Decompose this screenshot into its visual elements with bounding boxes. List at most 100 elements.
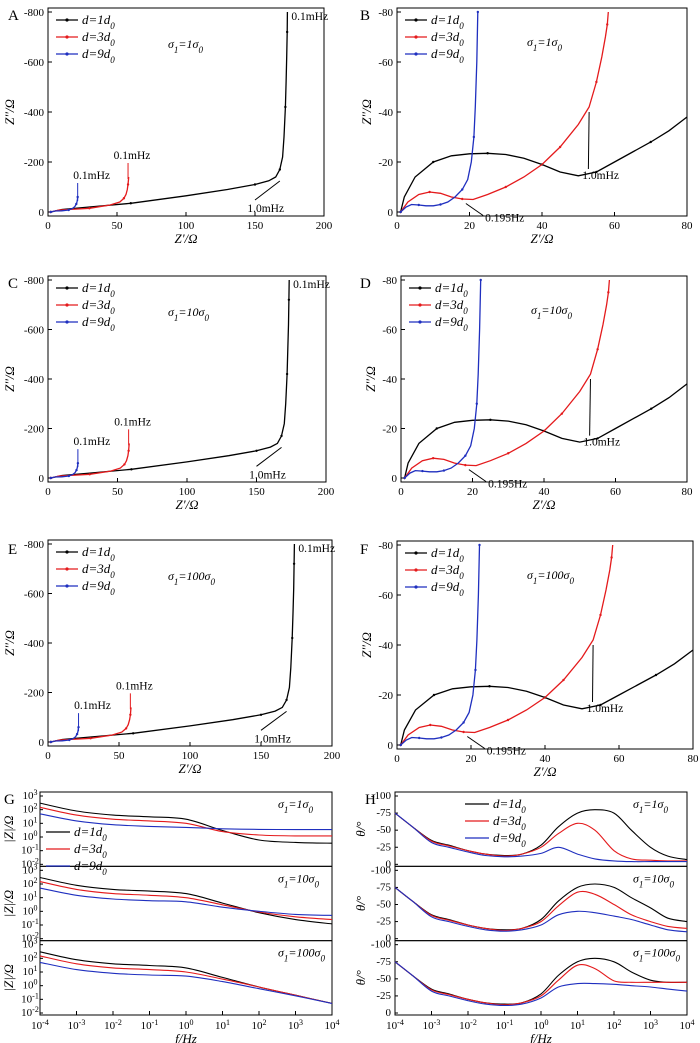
y-tick-label: 0	[386, 858, 392, 870]
subscript: 0	[567, 311, 572, 321]
text-run: d=3d	[82, 29, 111, 44]
data-point-d3	[88, 473, 91, 476]
data-point-d9	[49, 476, 52, 480]
tick-base: 10	[288, 1020, 300, 1032]
text-run: d=1d	[82, 544, 111, 559]
y-tick-label: 102	[23, 801, 38, 816]
subscript: 0	[521, 805, 526, 815]
data-point-d3	[124, 727, 128, 730]
series-line-d3	[39, 955, 333, 1004]
x-tick-label: 104	[680, 1018, 695, 1033]
tick-exponent: 1	[226, 1018, 230, 1027]
legend-marker-d9	[414, 585, 418, 589]
data-point-d1	[432, 160, 435, 164]
data-point-d1	[595, 170, 598, 174]
x-tick-label: 104	[325, 1018, 340, 1033]
annotation-d3-1.0mHz: 1.0mHz	[587, 703, 624, 715]
tick-exponent: 1	[34, 889, 38, 898]
annotation-arrow-d1	[254, 180, 281, 201]
subscript: 0	[110, 570, 115, 580]
y-tick-label: 10-1	[21, 991, 39, 1006]
text-run: =1σ	[178, 37, 199, 51]
text-run: d=9d	[431, 579, 460, 594]
subscript: 0	[110, 38, 115, 48]
annotation-d3-1.0mHz: 1.0mHz	[583, 437, 620, 449]
panel-letter: E	[8, 542, 17, 558]
sigma-label: σ1=10σ0	[531, 303, 572, 321]
sigma-label: σ1=1σ0	[527, 35, 562, 53]
data-point-d1	[280, 434, 283, 438]
y-tick-label: -50	[376, 973, 391, 985]
annotation-d1-0.1mHz: 0.1mHz	[293, 279, 330, 291]
data-point-d3	[558, 145, 562, 149]
y-tick-label: -60	[378, 57, 393, 69]
series-line-d3	[394, 961, 687, 1006]
text-run: =10σ	[541, 303, 568, 317]
y-tick-label: -25	[376, 990, 391, 1002]
text-run: d=3d	[435, 297, 464, 312]
y-axis-title: Z''/Ω	[2, 99, 17, 125]
data-point-d9	[75, 202, 78, 206]
tick-base: 10	[23, 952, 35, 964]
data-point-d1	[132, 732, 135, 735]
panel-letter: C	[8, 276, 18, 292]
x-tick-label: 150	[253, 750, 270, 762]
x-tick-label: 150	[248, 486, 265, 498]
x-tick-label: 60	[614, 753, 626, 765]
data-point-d1	[253, 183, 257, 186]
tick-base: 10	[31, 1020, 43, 1032]
tick-exponent: -4	[42, 1018, 49, 1027]
text-run: d=3d	[74, 841, 103, 856]
tick-base: 10	[21, 845, 33, 857]
annotation-d3-0.195Hz: 0.195Hz	[485, 213, 524, 225]
y-tick-label: -80	[382, 275, 397, 287]
legend-label-d3: d=3d0	[435, 297, 468, 316]
text-run: d=1d	[431, 12, 460, 27]
series-line-d9	[394, 961, 688, 1007]
data-point-d9	[464, 454, 467, 457]
x-tick-label: 0	[394, 753, 400, 765]
subscript: 0	[110, 21, 115, 31]
sigma-label: σ1=100σ0	[527, 568, 574, 586]
legend-label-d3: d=3d0	[74, 841, 107, 860]
tick-exponent: 4	[691, 1018, 695, 1027]
x-tick-label: 10-4	[386, 1018, 404, 1033]
y-tick-label: 10-2	[21, 856, 39, 871]
tick-base: 10	[21, 993, 33, 1005]
tick-base: 10	[23, 864, 35, 876]
data-point-d3	[428, 190, 431, 194]
annotation-d9-0.1mHz: 0.1mHz	[74, 436, 111, 448]
tick-exponent: 0	[545, 1018, 549, 1027]
legend-label-d9: d=9d0	[82, 578, 115, 597]
sigma-label: σ1=100σ0	[168, 569, 215, 587]
tick-base: 10	[23, 804, 35, 816]
tick-base: 10	[215, 1020, 227, 1032]
y-tick-label: -75	[376, 881, 391, 893]
legend-marker-d1	[65, 550, 69, 554]
tick-exponent: -1	[32, 991, 39, 1000]
subscript: 1	[174, 45, 179, 55]
series-line-d1	[403, 383, 688, 479]
text-run: =10σ	[643, 871, 670, 885]
tick-exponent: 0	[34, 829, 38, 838]
legend-label-d9: d=9d0	[82, 46, 115, 65]
text-run: d=1d	[82, 280, 111, 295]
data-point-d9	[440, 736, 443, 739]
data-point-d1	[489, 418, 492, 422]
subscript: 0	[110, 289, 115, 299]
y-tick-label: -400	[24, 374, 45, 386]
text-run: =10σ	[178, 305, 205, 319]
text-run: d=9d	[435, 314, 464, 329]
text-run: σ	[633, 946, 640, 960]
y-tick-label: -200	[24, 424, 45, 436]
legend-marker-d3	[65, 303, 69, 307]
annotation-d3-0.1mHz: 0.1mHz	[114, 150, 151, 162]
y-axis-title: Z''/Ω	[363, 366, 378, 392]
text-run: σ	[168, 569, 175, 583]
tick-exponent: 0	[34, 903, 38, 912]
legend-marker-d1	[414, 551, 418, 555]
subscript: 1	[533, 576, 538, 586]
y-tick-label: -200	[24, 157, 45, 169]
